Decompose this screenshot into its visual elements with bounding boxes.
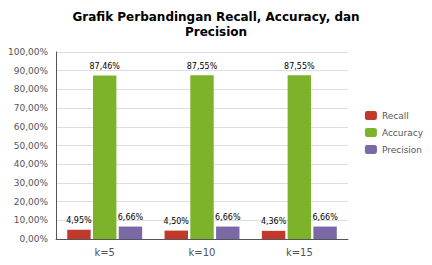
svg-text:0,00%: 0,00%	[19, 234, 48, 244]
svg-text:k=15: k=15	[286, 247, 313, 258]
svg-text:6,66%: 6,66%	[118, 213, 144, 222]
svg-text:87,46%: 87,46%	[89, 62, 120, 71]
svg-text:10,00%: 10,00%	[14, 215, 49, 225]
svg-text:6,66%: 6,66%	[312, 213, 338, 222]
svg-text:Precision: Precision	[185, 25, 247, 39]
svg-text:80,00%: 80,00%	[14, 84, 49, 94]
svg-text:6,66%: 6,66%	[215, 213, 241, 222]
svg-text:30,00%: 30,00%	[14, 178, 49, 188]
svg-text:50,00%: 50,00%	[14, 141, 49, 151]
svg-text:40,00%: 40,00%	[14, 159, 49, 169]
svg-text:87,55%: 87,55%	[187, 62, 218, 71]
svg-text:Accuracy: Accuracy	[382, 128, 424, 138]
svg-text:k=5: k=5	[94, 247, 115, 258]
svg-text:4,50%: 4,50%	[164, 217, 190, 226]
svg-text:60,00%: 60,00%	[14, 122, 49, 132]
svg-text:20,00%: 20,00%	[14, 197, 49, 207]
svg-text:4,95%: 4,95%	[66, 216, 92, 225]
svg-text:90,00%: 90,00%	[14, 66, 49, 76]
svg-text:4,36%: 4,36%	[261, 217, 287, 226]
svg-text:Grafik Perbandingan Recall, Ac: Grafik Perbandingan Recall, Accuracy, da…	[72, 10, 359, 24]
svg-text:87,55%: 87,55%	[284, 62, 315, 71]
svg-text:Precision: Precision	[382, 145, 422, 155]
svg-text:70,00%: 70,00%	[14, 103, 49, 113]
svg-text:k=10: k=10	[189, 247, 216, 258]
svg-text:Recall: Recall	[382, 111, 409, 121]
svg-text:100,00%: 100,00%	[8, 47, 48, 57]
